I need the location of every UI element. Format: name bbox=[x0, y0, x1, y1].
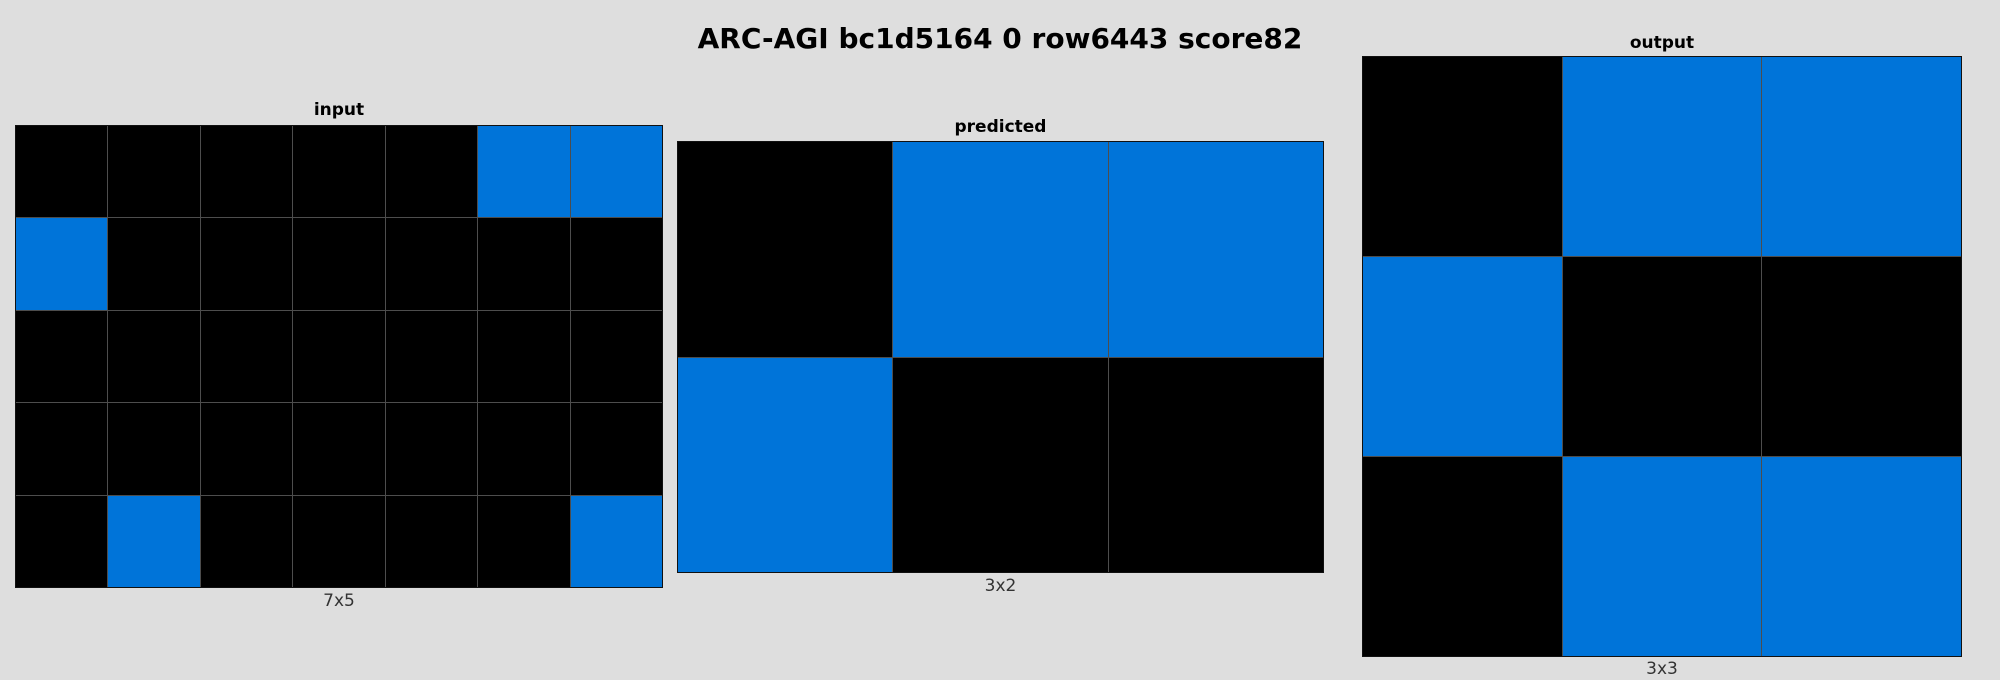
input-cell-r4-c1 bbox=[108, 495, 200, 587]
input-cell-r1-c6 bbox=[570, 218, 662, 310]
predicted-cell-r1-c2 bbox=[1108, 357, 1323, 572]
input-panel-label: input bbox=[313, 100, 365, 120]
input-cell-r4-c6 bbox=[570, 495, 662, 587]
input-cell-r0-c5 bbox=[478, 126, 570, 218]
input-cell-r2-c6 bbox=[570, 310, 662, 403]
output-cell-r0-c2 bbox=[1762, 57, 1961, 256]
input-cell-r2-c0 bbox=[16, 310, 108, 403]
input-cell-r2-c3 bbox=[293, 310, 385, 403]
input-cell-r1-c3 bbox=[293, 218, 385, 310]
input-cell-r1-c5 bbox=[478, 218, 570, 310]
input-cell-r3-c5 bbox=[478, 403, 570, 495]
page-title: ARC-AGI bc1d5164 0 row6443 score82 bbox=[697, 22, 1303, 55]
input-grid-dimensions: 7x5 bbox=[323, 591, 355, 611]
predicted-cell-r0-c1 bbox=[893, 142, 1108, 357]
predicted-cell-r0-c0 bbox=[678, 142, 893, 357]
output-cell-r0-c1 bbox=[1562, 57, 1762, 256]
input-grid bbox=[15, 125, 663, 588]
input-cell-r3-c0 bbox=[16, 403, 108, 495]
input-cell-r0-c6 bbox=[570, 126, 662, 218]
input-cell-r3-c4 bbox=[385, 403, 478, 495]
input-cell-r1-c0 bbox=[16, 218, 108, 310]
output-grid bbox=[1362, 56, 1962, 657]
input-cell-r0-c1 bbox=[108, 126, 200, 218]
predicted-grid-dimensions: 3x2 bbox=[984, 576, 1017, 596]
input-cell-r1-c1 bbox=[108, 218, 200, 310]
input-cell-r3-c3 bbox=[293, 403, 385, 495]
output-grid-dimensions: 3x3 bbox=[1646, 659, 1678, 679]
predicted-cell-r1-c1 bbox=[893, 357, 1108, 572]
predicted-cell-r1-c0 bbox=[678, 357, 893, 572]
input-cell-r4-c3 bbox=[293, 495, 385, 587]
output-cell-r2-c0 bbox=[1363, 457, 1562, 656]
predicted-grid bbox=[677, 141, 1324, 573]
input-cell-r1-c4 bbox=[385, 218, 478, 310]
predicted-panel-label: predicted bbox=[954, 117, 1047, 137]
input-cell-r4-c0 bbox=[16, 495, 108, 587]
predicted-cell-r0-c2 bbox=[1108, 142, 1323, 357]
input-cell-r0-c3 bbox=[293, 126, 385, 218]
input-cell-r4-c5 bbox=[478, 495, 570, 587]
output-cell-r1-c0 bbox=[1363, 257, 1562, 456]
output-cell-r1-c2 bbox=[1762, 257, 1961, 456]
input-cell-r2-c1 bbox=[108, 310, 200, 403]
input-cell-r2-c5 bbox=[478, 310, 570, 403]
input-cell-r0-c2 bbox=[200, 126, 293, 218]
input-cell-r1-c2 bbox=[200, 218, 293, 310]
input-cell-r4-c4 bbox=[385, 495, 478, 587]
output-cell-r2-c2 bbox=[1762, 457, 1961, 656]
input-cell-r3-c2 bbox=[200, 403, 293, 495]
input-cell-r3-c1 bbox=[108, 403, 200, 495]
input-cell-r2-c4 bbox=[385, 310, 478, 403]
output-panel-label: output bbox=[1629, 33, 1695, 53]
input-cell-r4-c2 bbox=[200, 495, 293, 587]
input-cell-r3-c6 bbox=[570, 403, 662, 495]
input-cell-r2-c2 bbox=[200, 310, 293, 403]
input-cell-r0-c0 bbox=[16, 126, 108, 218]
output-cell-r2-c1 bbox=[1562, 457, 1762, 656]
input-cell-r0-c4 bbox=[385, 126, 478, 218]
output-cell-r1-c1 bbox=[1562, 257, 1762, 456]
output-cell-r0-c0 bbox=[1363, 57, 1562, 256]
